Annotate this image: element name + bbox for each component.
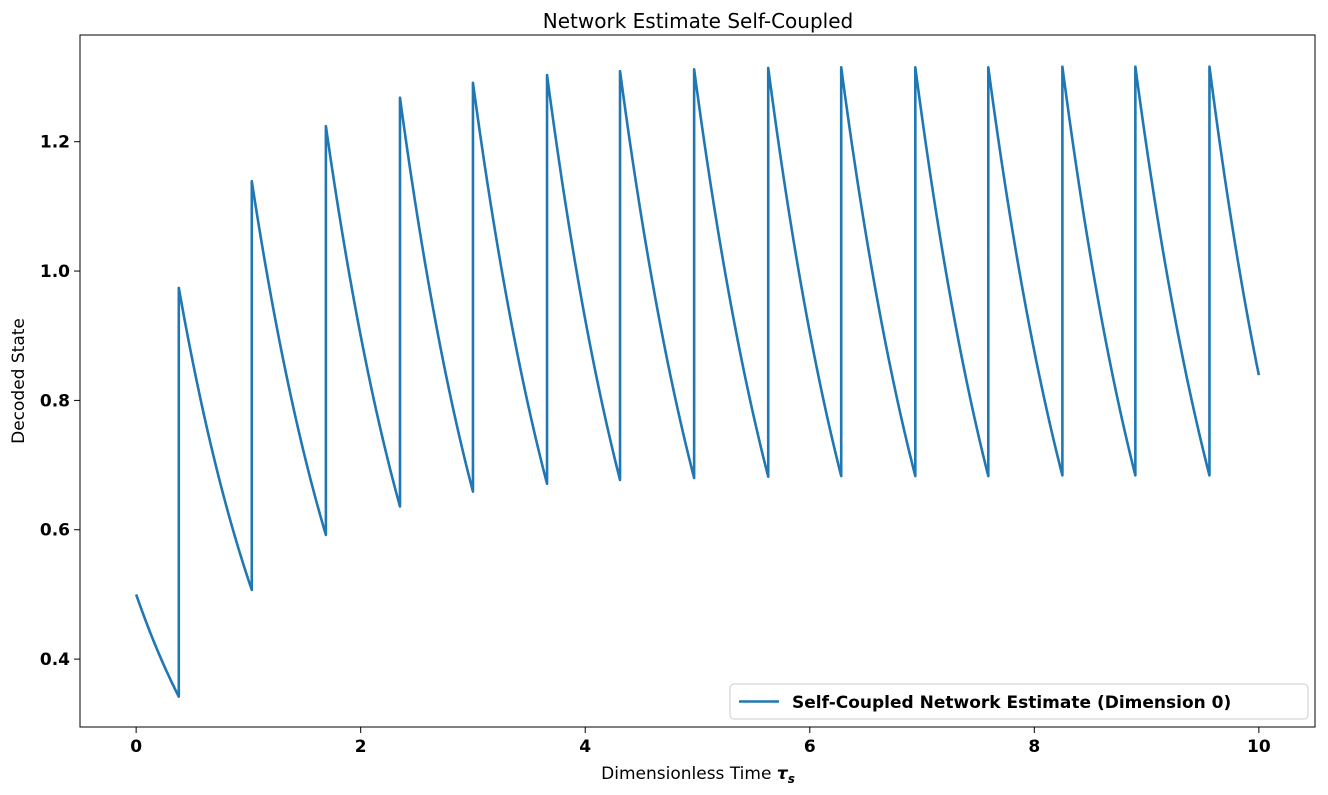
chart-title: Network Estimate Self-Coupled <box>543 9 853 33</box>
x-tick-label: 6 <box>804 737 816 757</box>
y-tick-label: 1.2 <box>40 133 70 153</box>
legend: Self-Coupled Network Estimate (Dimension… <box>729 683 1309 720</box>
y-tick-label: 0.8 <box>40 391 70 411</box>
y-tick-label: 1.0 <box>40 262 70 282</box>
y-tick-label: 0.4 <box>40 650 70 670</box>
x-axis: 0 2 4 6 8 10 <box>130 727 1271 757</box>
legend-box <box>729 683 1309 720</box>
x-tick-label: 10 <box>1247 737 1271 757</box>
y-axis-label: Decoded State <box>9 318 29 444</box>
x-axis-label: Dimensionless Time τs <box>601 764 795 786</box>
x-tick-label: 8 <box>1028 737 1040 757</box>
plot-frame <box>79 34 1316 728</box>
x-tick-label: 0 <box>130 737 142 757</box>
x-axis-label-subscript: s <box>788 772 795 786</box>
x-tick-label: 2 <box>355 737 367 757</box>
series-line-self-coupled <box>134 65 1261 698</box>
y-axis: 0.4 0.6 0.8 1.0 1.2 <box>40 133 80 670</box>
legend-entry-label: Self-Coupled Network Estimate (Dimension… <box>792 693 1231 713</box>
x-tick-label: 4 <box>579 737 591 757</box>
x-axis-label-symbol: τ <box>777 764 789 784</box>
x-axis-label-text: Dimensionless Time <box>601 764 777 784</box>
y-tick-label: 0.6 <box>40 521 70 541</box>
